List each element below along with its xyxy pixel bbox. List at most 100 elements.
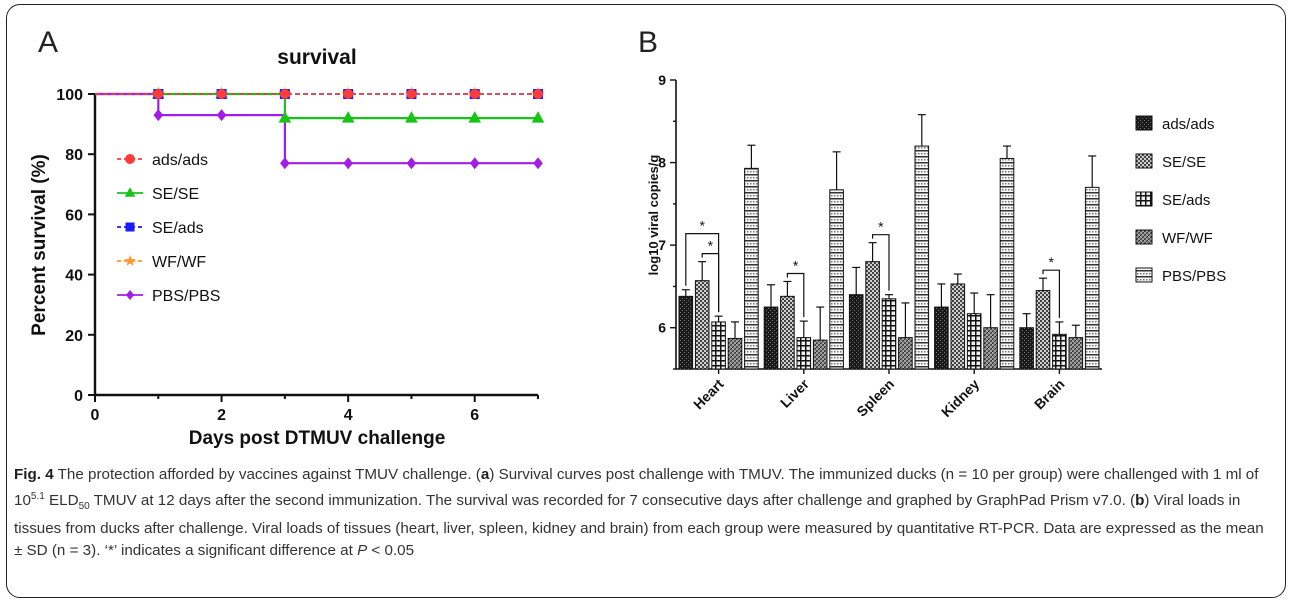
series-point-ads-ads	[406, 89, 417, 99]
caption-text-1: The protection afforded by vaccines agai…	[53, 466, 481, 483]
panel-a-y-axis-label: Percent survival (%)	[29, 154, 50, 336]
legend-marker-se-se	[124, 187, 136, 197]
panel-a-x-axis-label: Days post DTMUV challenge	[189, 428, 446, 449]
significance-star: *	[708, 238, 714, 254]
bar-liver-se-se	[780, 295, 795, 370]
panel-b-category-label-kidney: Kidney	[938, 376, 982, 420]
caption-bold-a: a	[480, 466, 490, 483]
figure-frame	[6, 4, 1286, 598]
series-line-pbs-pbs	[95, 92, 538, 165]
caption-fig-label: Fig. 4	[14, 466, 54, 483]
series-point-se-se	[468, 111, 482, 123]
panel-a-y-tick-label: 60	[65, 207, 83, 224]
bar-spleen-pbs-pbs	[914, 145, 930, 370]
significance-bracket	[701, 253, 720, 313]
legend-label-pbs-pbs: PBS/PBS	[152, 288, 220, 305]
bar-brain-ads-ads	[1019, 327, 1034, 370]
panel-a-x-tick-label: 2	[217, 407, 226, 424]
panel-a-y-tick-label: 40	[65, 268, 83, 285]
caption-text-4: TMUV at 12 days after the second immuniz…	[89, 492, 1136, 510]
significance-star: *	[878, 219, 884, 235]
caption-text-6: < 0.05	[367, 542, 415, 560]
bar-kidney-pbs-pbs	[999, 157, 1015, 370]
panel-a-y-tick-label: 80	[65, 147, 83, 164]
legend-swatch-pbs-pbs	[1135, 267, 1153, 283]
panel-b-y-axis-label: log10 viral copies/g	[646, 155, 661, 276]
series-point-ads-ads	[153, 89, 164, 99]
bar-spleen-se-se	[865, 261, 880, 370]
significance-star: *	[699, 218, 705, 234]
legend-label-se-se: SE/SE	[1162, 154, 1206, 171]
bar-spleen-se-ads	[881, 298, 897, 370]
legend-label-wf-wf: WF/WF	[1162, 230, 1213, 247]
series-point-ads-ads	[469, 89, 480, 99]
panel-b-letter: B	[638, 26, 658, 59]
significance-bracket	[786, 272, 805, 318]
legend-swatch-ads-ads	[1135, 115, 1153, 131]
panel-a-y-tick-label: 100	[56, 87, 83, 104]
series-point-ads-ads	[216, 89, 227, 99]
bar-brain-wf-wf	[1068, 337, 1084, 370]
bar-liver-wf-wf	[812, 339, 828, 370]
panel-a-x-tick-label: 4	[344, 407, 353, 424]
caption-superscript: 5.1	[30, 491, 45, 502]
bar-spleen-wf-wf	[898, 337, 913, 370]
bar-spleen-ads-ads	[848, 294, 864, 370]
legend-marker-se-ads	[125, 222, 135, 232]
bar-brain-se-ads	[1052, 333, 1067, 370]
legend-label-se-se: SE/SE	[152, 186, 199, 203]
caption-italic-p: P	[357, 542, 368, 560]
panel-a-title: survival	[277, 46, 356, 69]
series-point-se-se	[405, 111, 418, 123]
bar-brain-se-se	[1035, 290, 1051, 370]
series-point-se-se	[531, 111, 545, 123]
series-point-ads-ads	[343, 89, 354, 99]
legend-swatch-se-ads	[1135, 191, 1153, 207]
panel-a-x-tick-label: 0	[91, 407, 100, 424]
significance-bracket	[1042, 269, 1060, 318]
series-point-pbs-pbs	[469, 157, 480, 170]
panel-a-x-tick-label: 6	[470, 407, 479, 424]
panel-b-y-tick-label: 9	[658, 72, 666, 88]
bar-heart-se-ads	[711, 321, 726, 370]
panel-b-y-tick-label: 7	[658, 237, 666, 253]
legend-label-se-ads: SE/ads	[1162, 192, 1210, 209]
bar-heart-pbs-pbs	[744, 167, 759, 370]
panel-b-y-tick-label: 8	[658, 155, 666, 171]
bar-heart-ads-ads	[678, 295, 694, 370]
bar-liver-se-ads	[796, 337, 812, 370]
panel-b-category-label-liver: Liver	[777, 375, 812, 410]
bar-liver-ads-ads	[763, 306, 779, 370]
significance-bracket	[872, 234, 890, 291]
panel-a-y-tick-label: 0	[74, 388, 83, 405]
bar-liver-pbs-pbs	[829, 189, 844, 370]
bar-heart-wf-wf	[727, 337, 743, 370]
caption-text-5: ) Viral loads in tissues from ducks afte…	[14, 492, 1264, 560]
survival-chart: 0 20 40 60 80 100 0 2 4 6 ads/ads SE/SE SE/ads WF/WF P…	[56, 86, 545, 424]
caption-subscript: 50	[78, 501, 90, 513]
panel-a-y-tick-label: 20	[65, 328, 83, 345]
bar-kidney-se-ads	[966, 313, 982, 370]
legend-marker-wf-wf	[124, 255, 136, 266]
bar-brain-pbs-pbs	[1084, 186, 1100, 370]
legend-label-se-ads: SE/ads	[152, 220, 204, 237]
caption-text-3: ELD	[44, 492, 79, 510]
bar-heart-se-se	[694, 280, 710, 370]
panel-b-y-tick-label: 6	[658, 320, 666, 336]
series-point-pbs-pbs	[153, 109, 164, 122]
legend-swatch-se-se	[1135, 153, 1153, 169]
legend-swatch-wf-wf	[1135, 229, 1153, 245]
significance-star: *	[793, 257, 799, 273]
series-point-pbs-pbs	[533, 157, 543, 170]
series-point-pbs-pbs	[216, 109, 227, 122]
panel-a-letter: A	[38, 26, 58, 59]
series-point-pbs-pbs	[280, 157, 290, 170]
series-point-ads-ads	[533, 89, 543, 99]
series-point-ads-ads	[279, 89, 290, 99]
legend-label-ads-ads: ads/ads	[1162, 116, 1215, 133]
series-point-pbs-pbs	[406, 157, 417, 170]
series-point-se-se	[278, 111, 292, 123]
caption-text-2: ) Survival curves post challenge with TM…	[14, 466, 1259, 510]
